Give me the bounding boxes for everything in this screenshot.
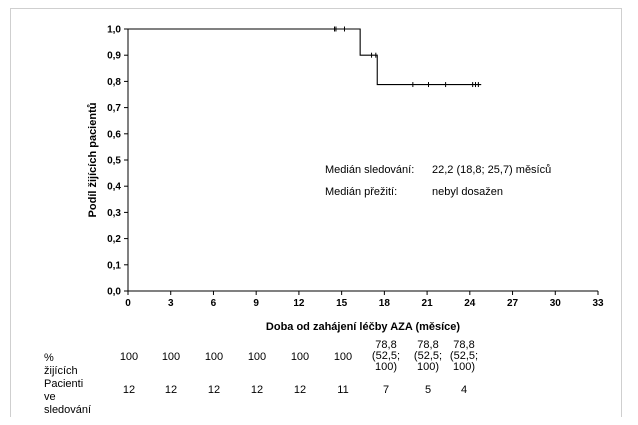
x-tick-label: 30 <box>550 298 562 309</box>
risk-table-cell: 12 <box>122 384 136 396</box>
risk-table-cell: 12 <box>293 384 307 396</box>
x-axis-title: Doba od zahájení léčby AZA (měsíce) <box>266 321 461 333</box>
risk-table-row-label: % žijících <box>44 352 78 377</box>
x-tick-label: 0 <box>125 298 131 309</box>
x-tick-label: 18 <box>379 298 391 309</box>
x-tick-label: 6 <box>211 298 217 309</box>
y-tick-label: 0,6 <box>107 129 121 140</box>
y-tick-label: 0,5 <box>107 156 121 167</box>
axes <box>124 28 599 295</box>
risk-table-cell: 78,8 (52,5; 100) <box>413 339 443 373</box>
y-tick-label: 1,0 <box>107 25 121 36</box>
x-tick-labels: 0 3 6 9 12 15 18 21 24 27 30 33 <box>125 298 604 309</box>
x-tick-label: 3 <box>168 298 174 309</box>
x-tick-label: 27 <box>507 298 519 309</box>
chart-frame <box>10 8 622 417</box>
risk-table-cell: 12 <box>250 384 264 396</box>
survival-step-line <box>128 28 482 86</box>
risk-table-cell: 12 <box>207 384 221 396</box>
x-tick-label: 21 <box>422 298 434 309</box>
censor-marks <box>334 26 479 88</box>
x-tick-label: 33 <box>592 298 604 309</box>
annotation-value: 22,2 (18,8; 25,7) měsíců <box>432 164 551 176</box>
annotation-label: Medián sledování: <box>325 164 414 176</box>
x-tick-label: 15 <box>336 298 348 309</box>
y-tick-label: 0,7 <box>107 103 121 114</box>
y-tick-label: 0,4 <box>107 182 121 193</box>
risk-table-cell: 5 <box>424 384 432 396</box>
risk-table-row-label: Pacienti ve sledování <box>44 378 92 416</box>
y-tick-labels: 0,0 0,1 0,2 0,3 0,4 0,5 0,6 0,7 0,8 0,9 1,0 <box>107 25 121 298</box>
risk-table-cell: 100 <box>119 351 139 363</box>
y-tick-label: 0,1 <box>107 260 121 271</box>
annotation-label: Medián přežití: <box>325 186 397 198</box>
y-tick-label: 0,3 <box>107 208 121 219</box>
annotation-value: nebyl dosažen <box>432 186 503 198</box>
x-tick-label: 9 <box>253 298 259 309</box>
annotations: Medián sledování: 22,2 (18,8; 25,7) měsíc… <box>325 164 551 198</box>
survival-curve <box>128 28 482 86</box>
risk-table-cell: 78,8 (52,5; 100) <box>449 339 479 373</box>
y-tick-label: 0,0 <box>107 287 121 298</box>
x-tick-label: 12 <box>293 298 305 309</box>
risk-table-cell: 100 <box>333 351 353 363</box>
risk-table-cell: 100 <box>247 351 267 363</box>
x-tick-label: 24 <box>464 298 476 309</box>
y-axis-title: Podíl žijících pacientů <box>87 103 99 218</box>
risk-table-cell: 7 <box>382 384 390 396</box>
y-tick-label: 0,8 <box>107 77 121 88</box>
risk-table-cell: 11 <box>337 384 349 396</box>
risk-table-cell: 100 <box>290 351 310 363</box>
risk-table-cell: 4 <box>460 384 468 396</box>
y-tick-label: 0,9 <box>107 51 121 62</box>
risk-table-cell: 100 <box>204 351 224 363</box>
risk-table-cell: 12 <box>164 384 178 396</box>
y-tick-label: 0,2 <box>107 234 121 245</box>
risk-table-cell: 100 <box>161 351 181 363</box>
risk-table-cell: 78,8 (52,5; 100) <box>371 339 401 373</box>
